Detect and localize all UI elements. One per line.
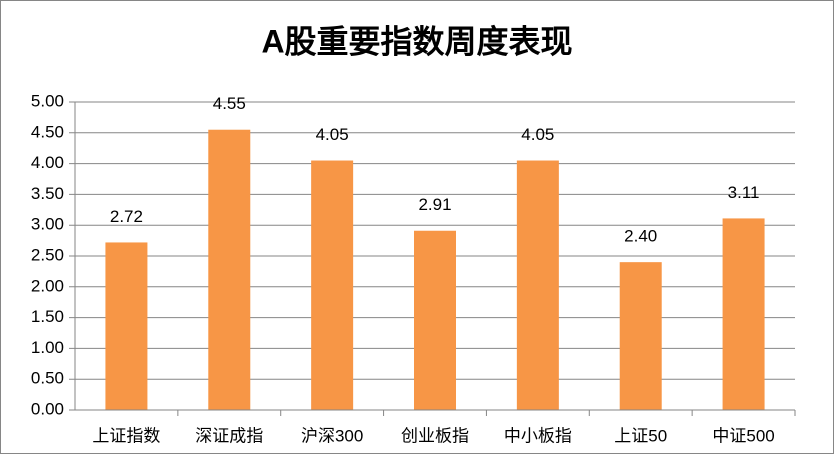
y-tick-label: 1.50 [31,307,64,326]
data-label: 2.72 [110,207,143,226]
data-label: 2.91 [418,195,451,214]
x-tick-label: 中小板指 [504,426,572,445]
x-tick-label: 上证指数 [92,426,160,445]
bar [722,218,765,410]
data-label: 4.05 [316,125,349,144]
data-label: 2.40 [624,227,657,246]
x-tick-label: 沪深300 [301,426,363,445]
x-tick-label: 深证成指 [195,426,263,445]
y-tick-label: 2.00 [31,276,64,295]
data-label: 3.11 [728,183,760,202]
bar [516,160,559,410]
x-tick-label: 上证50 [614,426,667,445]
x-tick-label: 中证500 [712,426,774,445]
data-label: 4.05 [521,125,554,144]
y-tick-label: 0.50 [31,369,64,388]
x-tick-label: 创业板指 [401,426,469,445]
y-tick-label: 4.00 [31,153,64,172]
y-tick-label: 1.00 [31,338,64,357]
y-tick-label: 3.50 [31,184,64,203]
y-tick-label: 2.50 [31,245,64,264]
y-tick-label: 0.00 [31,399,64,418]
y-tick-label: 3.00 [31,215,64,234]
chart-title: A股重要指数周度表现 [261,23,572,59]
bar [619,262,662,410]
data-label: 4.55 [213,94,246,113]
bar [311,160,354,410]
y-tick-label: 5.00 [31,91,64,110]
bar [105,242,148,410]
bar [414,230,456,410]
y-tick-label: 4.50 [31,122,64,141]
bar [208,129,251,410]
